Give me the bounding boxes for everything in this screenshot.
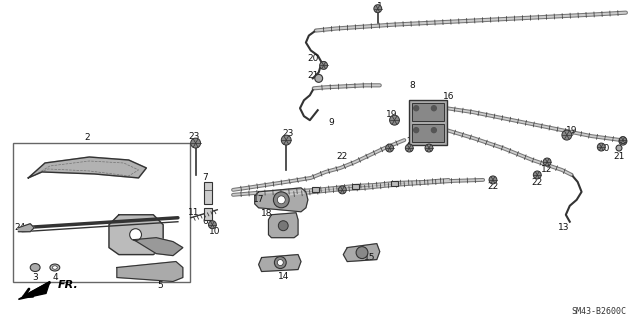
Text: 24: 24 <box>15 223 26 232</box>
Text: 22: 22 <box>532 178 543 187</box>
Circle shape <box>320 62 328 70</box>
Text: 12: 12 <box>541 166 553 174</box>
Circle shape <box>425 144 433 152</box>
Circle shape <box>130 229 141 241</box>
Circle shape <box>277 260 284 265</box>
Bar <box>412 103 444 121</box>
Bar <box>410 100 447 145</box>
Text: 13: 13 <box>558 223 570 232</box>
Polygon shape <box>117 262 183 281</box>
Text: 8: 8 <box>410 81 415 90</box>
Polygon shape <box>255 188 308 212</box>
Circle shape <box>209 221 216 229</box>
Circle shape <box>277 196 285 204</box>
Circle shape <box>405 144 413 152</box>
Text: 23: 23 <box>282 129 294 137</box>
Circle shape <box>315 74 323 82</box>
Ellipse shape <box>30 263 40 271</box>
Text: 21: 21 <box>307 71 319 80</box>
Ellipse shape <box>52 266 58 269</box>
Bar <box>391 182 398 186</box>
Text: 14: 14 <box>278 272 289 281</box>
Circle shape <box>620 137 627 144</box>
Circle shape <box>374 5 381 13</box>
Polygon shape <box>343 244 380 262</box>
Circle shape <box>390 115 399 125</box>
Text: 1: 1 <box>377 2 383 11</box>
Text: 20: 20 <box>598 144 610 152</box>
Ellipse shape <box>50 264 60 271</box>
Circle shape <box>413 106 419 111</box>
Bar <box>13 143 189 282</box>
Bar <box>205 208 212 220</box>
Polygon shape <box>109 215 163 255</box>
Text: 18: 18 <box>260 209 272 218</box>
Circle shape <box>543 158 551 166</box>
Text: 2: 2 <box>84 133 90 142</box>
Text: 9: 9 <box>328 118 334 127</box>
Text: 3: 3 <box>32 273 38 282</box>
Polygon shape <box>269 213 298 238</box>
Circle shape <box>273 192 289 208</box>
Circle shape <box>275 256 286 269</box>
Text: 4: 4 <box>53 273 59 282</box>
Text: 17: 17 <box>253 195 264 204</box>
Text: 22: 22 <box>426 137 436 145</box>
Circle shape <box>191 138 200 148</box>
Text: 6: 6 <box>203 217 209 226</box>
Polygon shape <box>28 157 147 178</box>
Text: 16: 16 <box>443 92 454 101</box>
Text: 15: 15 <box>364 253 376 262</box>
Text: 22: 22 <box>337 152 348 160</box>
Text: 10: 10 <box>209 227 220 236</box>
Text: 7: 7 <box>203 174 209 182</box>
Bar <box>312 187 319 192</box>
Text: 22: 22 <box>406 137 418 145</box>
Text: 11: 11 <box>188 208 200 217</box>
Text: 21: 21 <box>613 152 625 160</box>
Bar <box>205 182 212 204</box>
Circle shape <box>616 145 622 151</box>
Circle shape <box>413 128 419 133</box>
Text: 19: 19 <box>566 126 577 135</box>
Circle shape <box>562 130 572 140</box>
Text: FR.: FR. <box>58 280 79 290</box>
Circle shape <box>597 143 605 151</box>
Text: 19: 19 <box>386 110 397 119</box>
Circle shape <box>339 186 346 194</box>
Bar <box>352 184 358 189</box>
Bar <box>412 124 444 142</box>
Circle shape <box>619 137 627 145</box>
Circle shape <box>278 221 288 231</box>
Polygon shape <box>259 255 301 271</box>
Text: 5: 5 <box>157 281 163 290</box>
Text: SM43-B2600C: SM43-B2600C <box>572 307 627 316</box>
Circle shape <box>489 176 497 184</box>
Circle shape <box>431 106 436 111</box>
Polygon shape <box>134 238 183 256</box>
Text: 23: 23 <box>188 132 199 141</box>
Circle shape <box>356 247 368 259</box>
Polygon shape <box>19 224 34 232</box>
Circle shape <box>386 144 394 152</box>
Text: 20: 20 <box>307 54 319 63</box>
Polygon shape <box>19 281 50 300</box>
Circle shape <box>431 128 436 133</box>
Circle shape <box>282 135 291 145</box>
Circle shape <box>533 171 541 179</box>
Text: 22: 22 <box>487 182 499 191</box>
